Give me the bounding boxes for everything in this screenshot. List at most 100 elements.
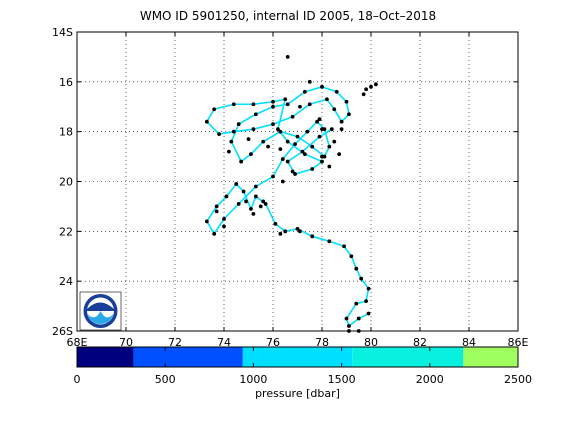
profile-point	[320, 84, 324, 89]
chart-title: WMO ID 5901250, internal ID 2005, 18–Oct…	[139, 9, 437, 23]
profile-point	[317, 134, 322, 139]
profile-point	[285, 139, 290, 144]
profile-point	[229, 139, 234, 144]
profile-point	[231, 102, 236, 107]
profile-point	[354, 266, 359, 271]
profile-point	[364, 87, 368, 92]
profile-point	[302, 89, 307, 94]
profile-point	[354, 301, 359, 306]
profile-point	[253, 112, 258, 117]
profile-point	[332, 107, 337, 112]
profile-point	[344, 316, 349, 321]
profile-point	[236, 122, 241, 127]
y-tick-label: 20	[59, 176, 73, 189]
x-tick-label: 86E	[508, 336, 529, 349]
profile-point	[344, 99, 349, 104]
profile-point	[339, 127, 344, 132]
x-tick-label: 72	[168, 336, 182, 349]
profile-point	[342, 244, 346, 249]
profile-point	[307, 102, 312, 107]
profile-point	[337, 152, 342, 156]
profile-point	[261, 199, 266, 204]
profile-point	[349, 254, 354, 259]
logo-wave	[87, 311, 114, 324]
profile-point	[347, 329, 351, 333]
grid-lines	[77, 32, 518, 331]
colorbar-segment	[463, 347, 518, 367]
profile-point	[251, 102, 256, 107]
profile-point	[214, 204, 219, 209]
profile-point	[285, 55, 290, 59]
x-tick-label: 74	[217, 336, 231, 349]
y-tick-label: 26S	[52, 325, 73, 338]
colorbar-tick-label: 1500	[328, 373, 356, 386]
profile-point	[246, 137, 251, 142]
float-track	[204, 55, 378, 333]
colorbar: 0 500 1000 1500 2000 2500 pressure [dbar]	[74, 346, 532, 400]
profile-point	[317, 117, 322, 122]
colorbar-tick-label: 2500	[504, 373, 532, 386]
profile-point	[280, 179, 285, 184]
profile-point	[212, 107, 217, 112]
track-line	[205, 85, 370, 328]
profile-point	[364, 299, 368, 303]
profile-point	[305, 129, 310, 134]
profile-point	[271, 99, 275, 104]
colorbar-segment	[242, 347, 353, 367]
profile-point	[298, 104, 302, 109]
y-tick-label: 16	[59, 76, 73, 89]
profile-point	[253, 184, 258, 189]
profile-point	[295, 134, 300, 139]
profile-point	[271, 174, 275, 179]
x-tick-label: 80	[364, 336, 378, 349]
profile-point	[212, 231, 217, 236]
profile-point	[310, 167, 315, 171]
colorbar-segment	[77, 347, 134, 367]
profile-point	[249, 152, 253, 156]
profile-point	[283, 229, 288, 234]
profile-point	[236, 202, 241, 206]
logo-sky	[87, 302, 114, 311]
profile-point	[278, 129, 283, 134]
profile-point	[334, 89, 339, 94]
profile-point	[241, 189, 246, 194]
profile-point	[366, 286, 371, 291]
x-tick-label: 76	[266, 336, 280, 349]
x-tick-label: 82	[413, 336, 427, 349]
profile-point	[271, 122, 275, 127]
profile-point	[263, 202, 268, 206]
profile-point	[276, 127, 280, 132]
profile-point	[214, 209, 219, 214]
profile-point	[224, 194, 229, 199]
y-tick-label: 14S	[52, 26, 73, 39]
profile-point	[239, 159, 244, 164]
profile-point	[285, 159, 290, 164]
profile-point	[300, 149, 305, 154]
profile-point	[327, 144, 332, 149]
profile-point	[251, 127, 256, 132]
profile-point	[356, 316, 361, 321]
profile-point	[307, 79, 312, 84]
profile-point	[266, 144, 270, 149]
colorbar-tick-label: 500	[155, 373, 176, 386]
profile-point	[249, 207, 253, 211]
profile-point	[339, 119, 344, 124]
x-axis: 68E 70 72 74 76 78 80 82 84 86E	[67, 32, 529, 349]
profile-point	[327, 164, 332, 169]
profile-point	[271, 104, 275, 109]
y-tick-label: 22	[59, 225, 73, 238]
profile-point	[325, 97, 329, 102]
profile-point	[290, 169, 295, 174]
profile-point	[293, 142, 297, 147]
y-tick-label: 24	[59, 275, 73, 288]
y-axis: 14S 16 18 20 22 24 26S	[52, 26, 518, 338]
colorbar-frame	[76, 346, 519, 368]
profile-point	[359, 276, 364, 281]
noaa-logo	[79, 291, 122, 331]
colorbar-segment	[352, 347, 464, 367]
profile-point	[327, 239, 332, 244]
profile-point	[356, 329, 361, 333]
profile-point	[261, 139, 266, 144]
profile-point	[253, 194, 258, 199]
profile-point	[293, 172, 297, 176]
